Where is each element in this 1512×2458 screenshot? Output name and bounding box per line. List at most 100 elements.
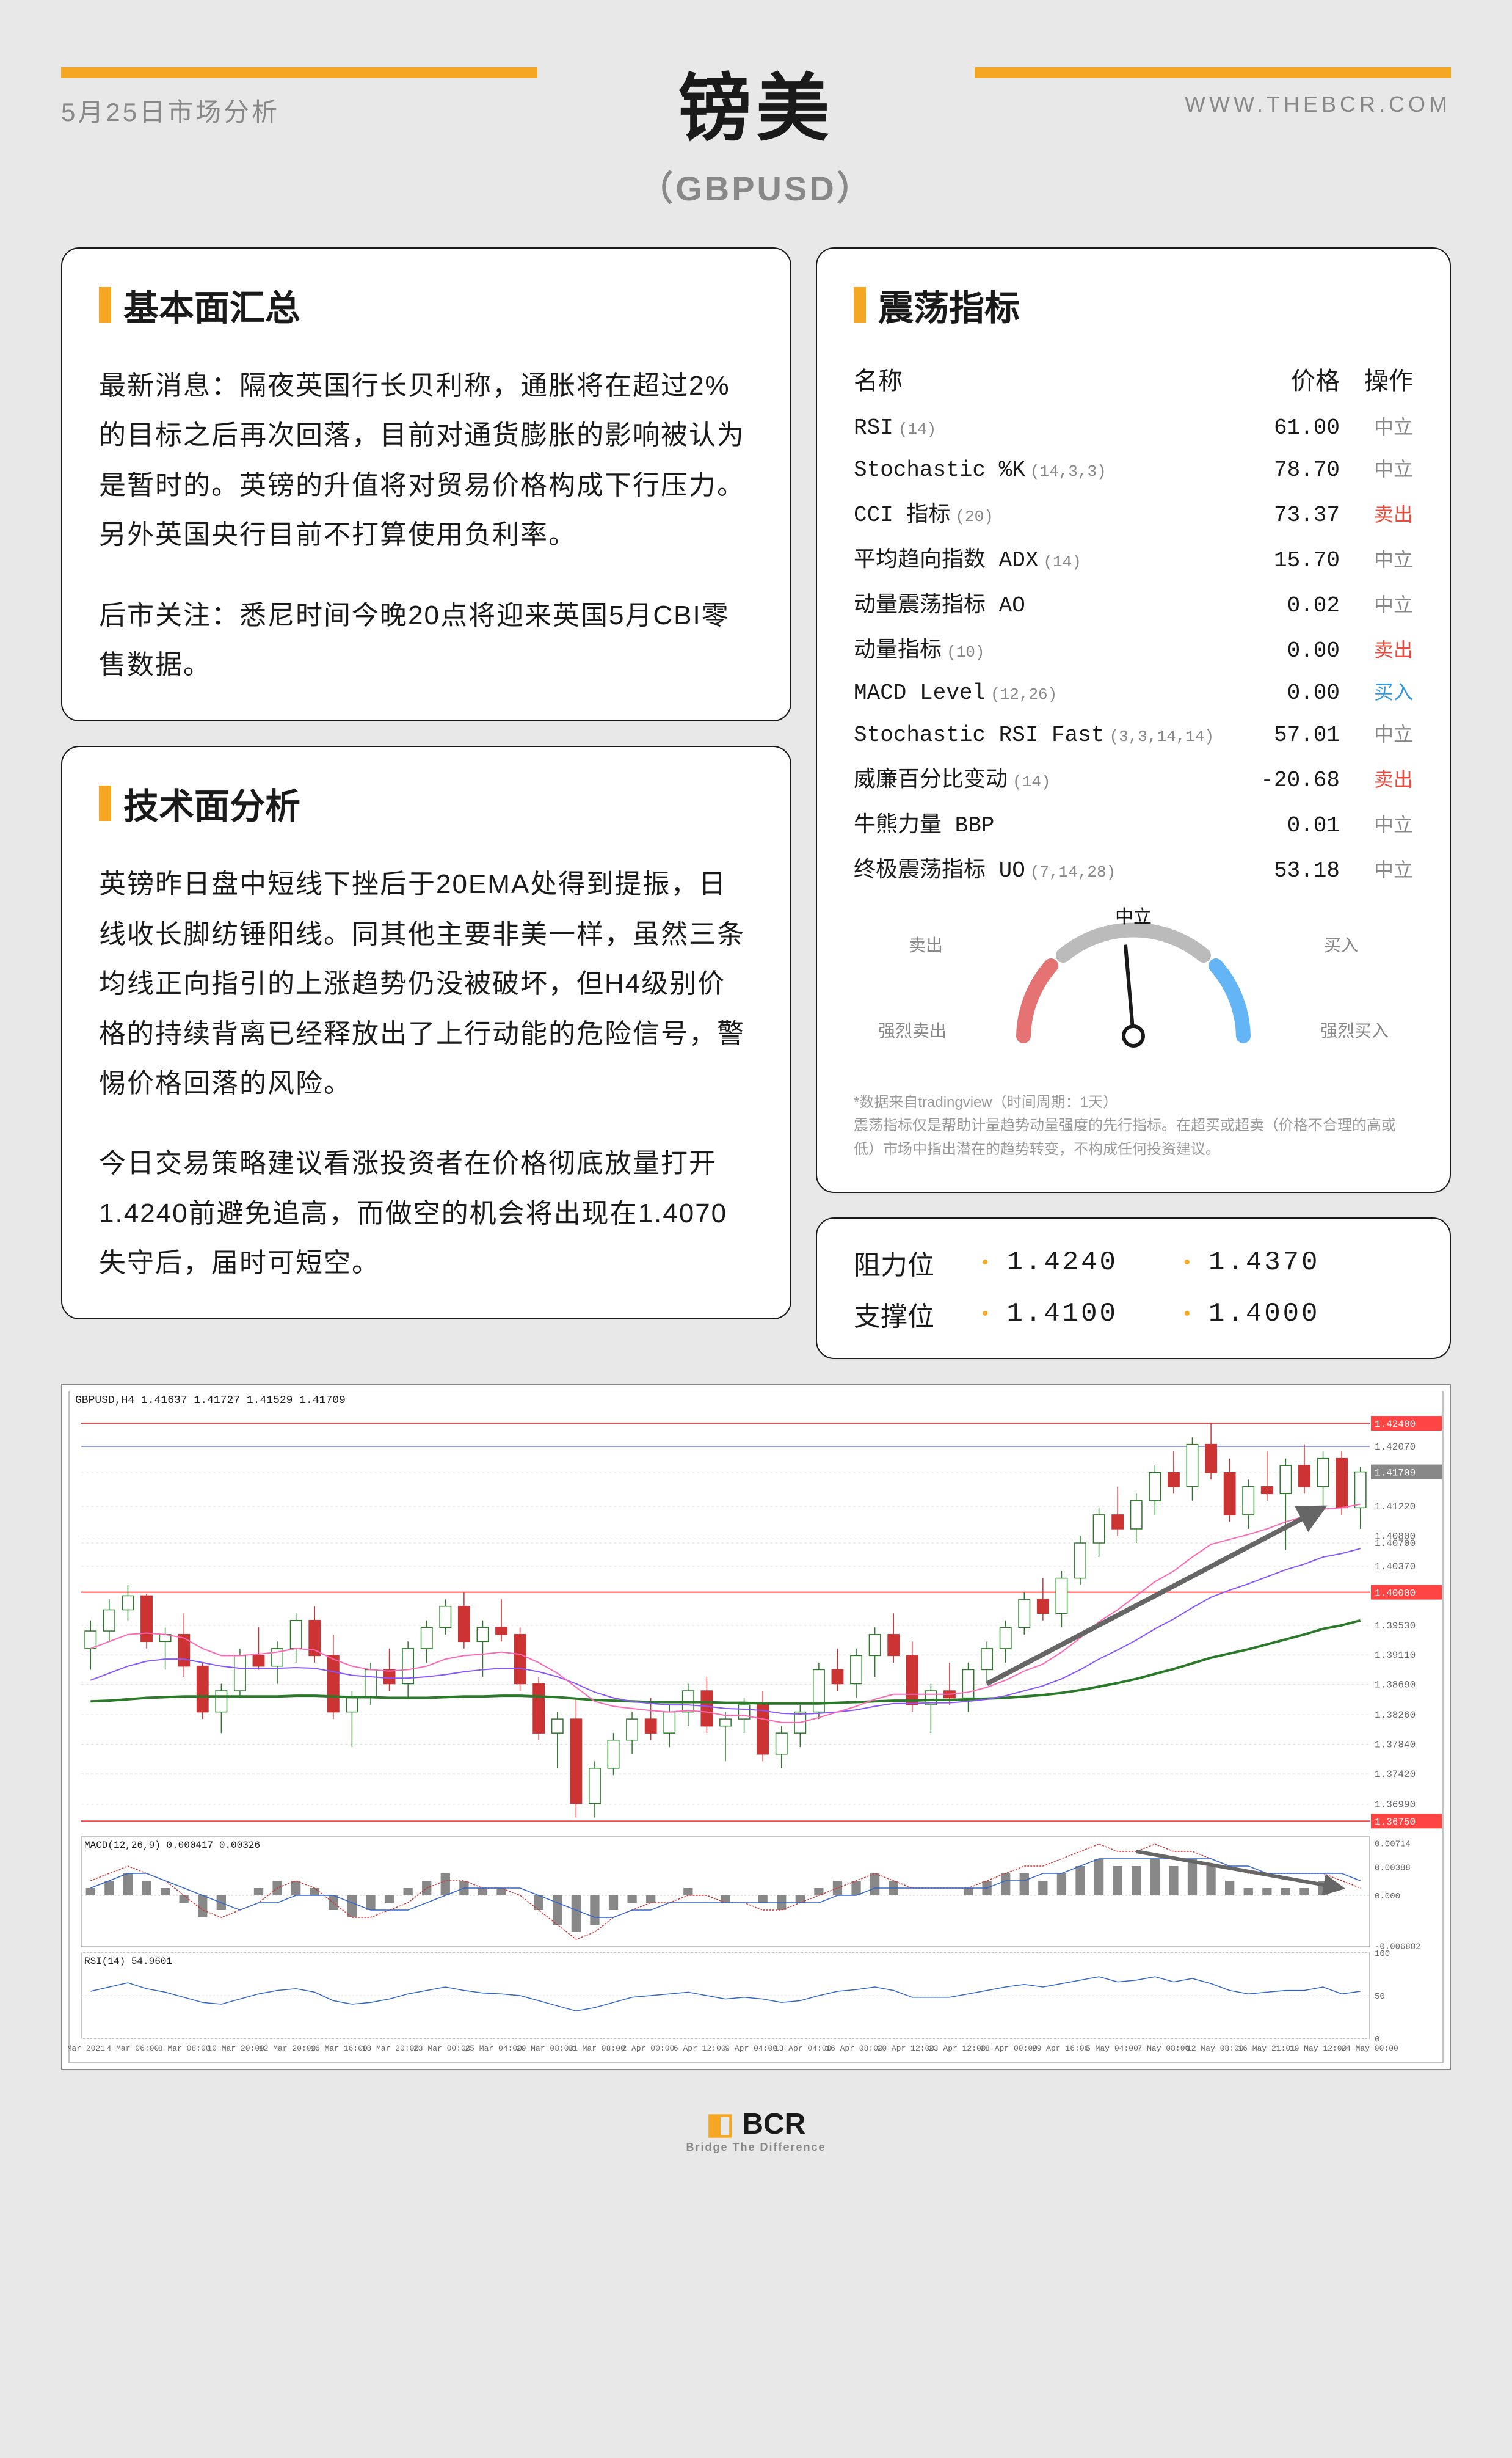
svg-text:10 Mar 20:00: 10 Mar 20:00 [207, 2044, 264, 2053]
bullet-icon: • [1184, 1252, 1191, 1273]
gauge-label-strong-sell: 强烈卖出 [878, 1018, 947, 1042]
gauge: 中立 卖出 买入 强烈卖出 强烈买入 [854, 908, 1413, 1079]
svg-text:25 Mar 04:00: 25 Mar 04:00 [465, 2044, 522, 2053]
svg-text:0.000: 0.000 [1375, 1892, 1400, 1902]
technical-p2: 今日交易策略建议看涨投资者在价格彻底放量打开1.4240前避免追高，而做空的机会… [99, 1139, 754, 1288]
svg-text:0.00388: 0.00388 [1375, 1864, 1411, 1873]
svg-text:18 Mar 20:00: 18 Mar 20:00 [362, 2044, 420, 2053]
svg-text:12 May 08:00: 12 May 08:00 [1187, 2044, 1244, 2053]
indicator-price: 0.00 [1242, 638, 1340, 663]
svg-text:1.40370: 1.40370 [1375, 1561, 1416, 1572]
svg-text:23 Apr 12:00: 23 Apr 12:00 [929, 2044, 986, 2053]
chart-panel: GBPUSD,H4 1.41637 1.41727 1.41529 1.4170… [61, 1384, 1451, 2070]
svg-text:50: 50 [1375, 1992, 1385, 2002]
indicator-row: CCI 指标(20) 73.37 卖出 [854, 496, 1413, 528]
indicator-price: 61.00 [1242, 415, 1340, 440]
svg-text:1.39110: 1.39110 [1375, 1650, 1416, 1661]
svg-text:1.37840: 1.37840 [1375, 1740, 1416, 1751]
technical-p1: 英镑昨日盘中短线下挫后于20EMA处得到提振，日线收长脚纺锤阳线。同其他主要非美… [99, 859, 754, 1108]
indicator-row: 牛熊力量 BBP 0.01 中立 [854, 806, 1413, 838]
indicator-name: 牛熊力量 BBP [854, 806, 1242, 838]
header-date: 5月25日市场分析 [61, 92, 280, 129]
bullet-icon: • [1184, 1304, 1191, 1324]
disclaimer-1: *数据来自tradingview（时间周期：1天） [854, 1091, 1413, 1114]
oscillator-title: 震荡指标 [854, 279, 1413, 330]
svg-text:MACD(12,26,9) 0.000417 0.00326: MACD(12,26,9) 0.000417 0.00326 [84, 1840, 260, 1851]
footer-tagline: Bridge The Difference [61, 2141, 1451, 2154]
fundamental-title: 基本面汇总 [99, 279, 754, 330]
indicator-row: MACD Level(12,26) 0.00 买入 [854, 677, 1413, 706]
svg-text:0: 0 [1375, 2035, 1379, 2044]
gauge-label-neutral: 中立 [1115, 902, 1152, 928]
bullet-icon: • [982, 1252, 989, 1273]
indicator-action: 中立 [1340, 809, 1413, 837]
svg-text:16 Mar 16:00: 16 Mar 16:00 [310, 2044, 368, 2053]
indicator-row: 动量震荡指标 AO 0.02 中立 [854, 586, 1413, 618]
svg-text:RSI(14) 54.9601: RSI(14) 54.9601 [84, 1956, 172, 1967]
indicator-name: 终极震荡指标 UO(7,14,28) [854, 852, 1242, 883]
indicator-action: 中立 [1340, 855, 1413, 883]
svg-text:1.40700: 1.40700 [1375, 1538, 1416, 1549]
svg-text:GBPUSD,H4 1.41637 1.41727 1.4: GBPUSD,H4 1.41637 1.41727 1.41529 1.4170… [75, 1395, 346, 1407]
indicator-header-action: 操作 [1340, 361, 1413, 396]
svg-text:1.39530: 1.39530 [1375, 1621, 1416, 1632]
indicator-rows: RSI(14) 61.00 中立Stochastic %K(14,3,3) 78… [854, 412, 1413, 883]
svg-text:29 Mar 08:00: 29 Mar 08:00 [517, 2044, 574, 2053]
fundamental-p1: 最新消息：隔夜英国行长贝利称，通胀将在超过2%的目标之后再次回落，目前对通货膨胀… [99, 361, 754, 560]
indicator-price: 0.00 [1242, 680, 1340, 706]
technical-body: 英镑昨日盘中短线下挫后于20EMA处得到提振，日线收长脚纺锤阳线。同其他主要非美… [99, 859, 754, 1288]
indicator-name: 动量震荡指标 AO [854, 586, 1242, 618]
svg-text:28 Apr 00:00: 28 Apr 00:00 [980, 2044, 1038, 2053]
indicator-action: 卖出 [1340, 764, 1413, 792]
support-2: 1.4000 [1209, 1299, 1367, 1329]
svg-text:20 Apr 12:00: 20 Apr 12:00 [878, 2044, 935, 2053]
indicator-row: 动量指标(10) 0.00 卖出 [854, 632, 1413, 663]
svg-text:0.00714: 0.00714 [1375, 1839, 1411, 1849]
indicator-action: 中立 [1340, 589, 1413, 618]
svg-text:2 Apr 00:00: 2 Apr 00:00 [622, 2044, 674, 2053]
indicator-name: Stochastic RSI Fast(3,3,14,14) [854, 723, 1242, 748]
footer-brand: BCR [742, 2108, 805, 2140]
svg-text:13 Apr 04:00: 13 Apr 04:00 [774, 2044, 832, 2053]
svg-text:5 May 04:00: 5 May 04:00 [1086, 2044, 1138, 2053]
header-accent-right [975, 67, 1451, 78]
oscillator-title-text: 震荡指标 [878, 279, 1020, 330]
technical-title: 技术面分析 [99, 778, 754, 829]
svg-text:12 Mar 20:00: 12 Mar 20:00 [259, 2044, 316, 2053]
gauge-label-buy: 买入 [1324, 932, 1358, 957]
disclaimer-2: 震荡指标仅是帮助计量趋势动量强度的先行指标。在超买或超卖（价格不合理的高或低）市… [854, 1114, 1413, 1161]
indicator-name: 威廉百分比变动(14) [854, 761, 1242, 793]
svg-text:6 Apr 12:00: 6 Apr 12:00 [674, 2044, 726, 2053]
indicator-row: 平均趋向指数 ADX(14) 15.70 中立 [854, 541, 1413, 573]
svg-text:1.40000: 1.40000 [1375, 1588, 1416, 1599]
price-chart: GBPUSD,H4 1.41637 1.41727 1.41529 1.4170… [68, 1391, 1444, 2063]
svg-text:9 Apr 04:00: 9 Apr 04:00 [725, 2044, 777, 2053]
svg-text:24 May 00:00: 24 May 00:00 [1341, 2044, 1398, 2053]
indicator-action: 中立 [1340, 719, 1413, 747]
disclaimer: *数据来自tradingview（时间周期：1天） 震荡指标仅是帮助计量趋势动量… [854, 1091, 1413, 1161]
indicator-name: Stochastic %K(14,3,3) [854, 458, 1242, 483]
bullet-icon: • [982, 1304, 989, 1324]
title-bar-icon [854, 287, 866, 323]
indicator-name: 动量指标(10) [854, 632, 1242, 663]
indicator-name: CCI 指标(20) [854, 496, 1242, 528]
svg-text:4 Mar 06:00: 4 Mar 06:00 [106, 2044, 159, 2053]
svg-text:7 May 08:00: 7 May 08:00 [1137, 2044, 1190, 2053]
header: 5月25日市场分析 WWW.THEBCR.COM 镑美 （GBPUSD） [61, 49, 1451, 211]
header-accent-left [61, 67, 537, 78]
indicator-name: 平均趋向指数 ADX(14) [854, 541, 1242, 573]
technical-card: 技术面分析 英镑昨日盘中短线下挫后于20EMA处得到提振，日线收长脚纺锤阳线。同… [61, 746, 791, 1319]
indicator-row: 终极震荡指标 UO(7,14,28) 53.18 中立 [854, 852, 1413, 883]
support-1: 1.4100 [1007, 1299, 1166, 1329]
indicator-action: 中立 [1340, 454, 1413, 482]
indicator-action: 卖出 [1340, 635, 1413, 663]
indicator-action: 卖出 [1340, 499, 1413, 527]
svg-text:8 Mar 08:00: 8 Mar 08:00 [158, 2044, 211, 2053]
resistance-label: 阻力位 [854, 1243, 964, 1282]
indicator-row: Stochastic RSI Fast(3,3,14,14) 57.01 中立 [854, 719, 1413, 748]
gauge-label-strong-buy: 强烈买入 [1320, 1018, 1389, 1042]
indicator-price: 73.37 [1242, 503, 1340, 528]
gauge-label-sell: 卖出 [909, 932, 943, 957]
svg-text:1.36750: 1.36750 [1375, 1817, 1416, 1828]
gauge-svg [981, 908, 1286, 1067]
